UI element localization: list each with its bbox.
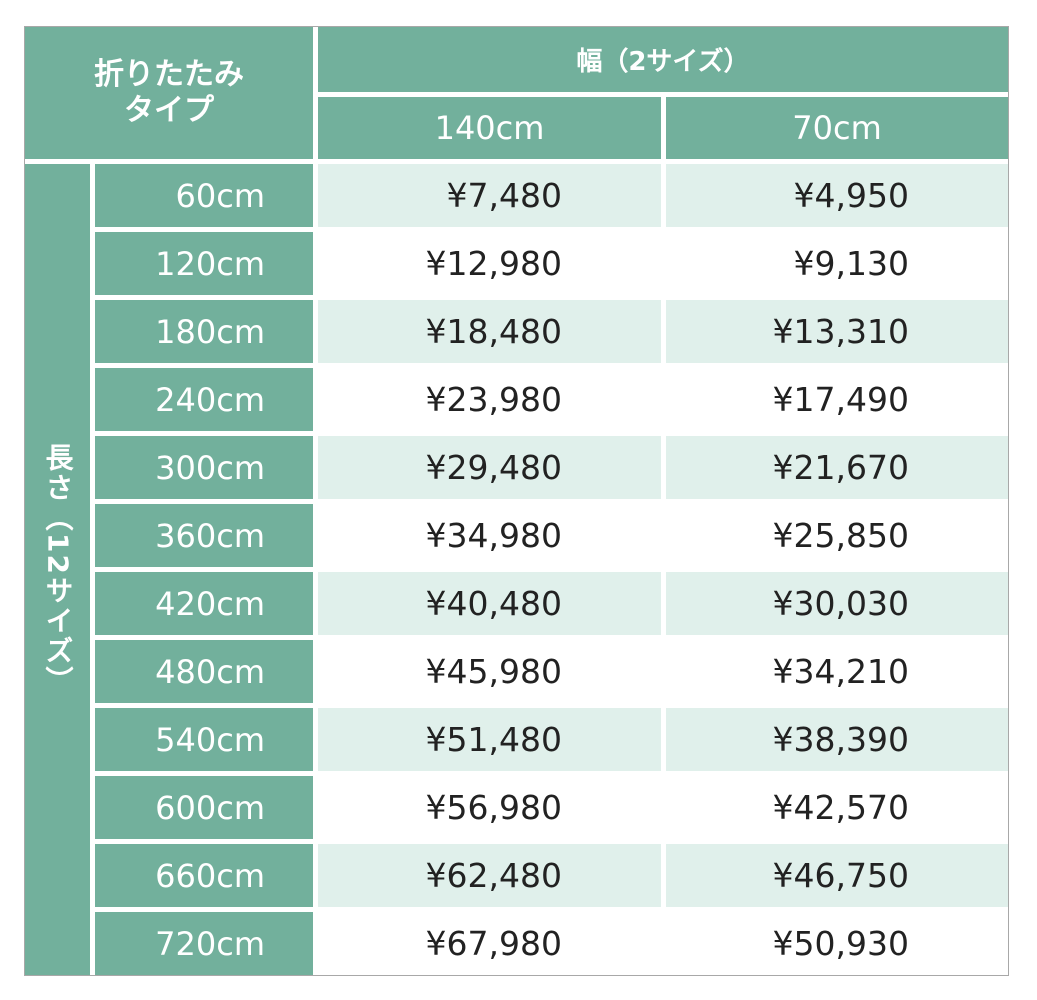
price-cell-70: ¥38,390 [666,708,1008,771]
price-table: 折りたたみ タイプ 幅（2サイズ） 140cm 70cm 長さ（12サイズ） 60… [25,27,1008,975]
length-label: 540cm [95,708,313,771]
price-cell-70: ¥21,670 [666,436,1008,499]
price-cell-140: ¥56,980 [425,788,562,827]
length-label: 60cm [95,164,313,227]
length-header: 長さ（12サイズ） [25,164,90,975]
price-cell-70: ¥4,950 [666,164,1008,227]
price-cell-70: ¥9,130 [793,244,909,283]
price-cell-70: ¥50,930 [772,924,909,963]
price-cell-70: ¥30,030 [666,572,1008,635]
length-label: 360cm [95,504,313,567]
price-cell-140: ¥34,980 [425,516,562,555]
width-70-header: 70cm [666,97,1008,159]
price-cell-70: ¥17,490 [772,380,909,419]
price-cell-70: ¥42,570 [772,788,909,827]
price-cell-70: ¥25,850 [772,516,909,555]
price-cell-140: ¥40,480 [318,572,661,635]
width-header: 幅（2サイズ） [318,27,1008,92]
length-label: 600cm [95,776,313,839]
price-cell-140: ¥7,480 [318,164,661,227]
length-label: 420cm [95,572,313,635]
price-cell-140: ¥12,980 [425,244,562,283]
price-cell-140: ¥51,480 [318,708,661,771]
length-label: 720cm [95,912,313,975]
corner-line-2: タイプ [124,93,214,128]
price-cell-70: ¥13,310 [666,300,1008,363]
width-140-header: 140cm [318,97,661,159]
price-cell-140: ¥45,980 [425,652,562,691]
price-cell-140: ¥29,480 [318,436,661,499]
length-label: 300cm [95,436,313,499]
folding-type-header: 折りたたみ タイプ [25,27,313,159]
corner-line-1: 折りたたみ [94,57,244,92]
length-label: 120cm [95,232,313,295]
price-cell-140: ¥67,980 [425,924,562,963]
length-label: 180cm [95,300,313,363]
price-cell-140: ¥18,480 [318,300,661,363]
length-label: 240cm [95,368,313,431]
price-cell-140: ¥62,480 [318,844,661,907]
length-label: 660cm [95,844,313,907]
price-cell-140: ¥23,980 [425,380,562,419]
length-label: 480cm [95,640,313,703]
price-cell-70: ¥46,750 [666,844,1008,907]
price-cell-70: ¥34,210 [772,652,909,691]
